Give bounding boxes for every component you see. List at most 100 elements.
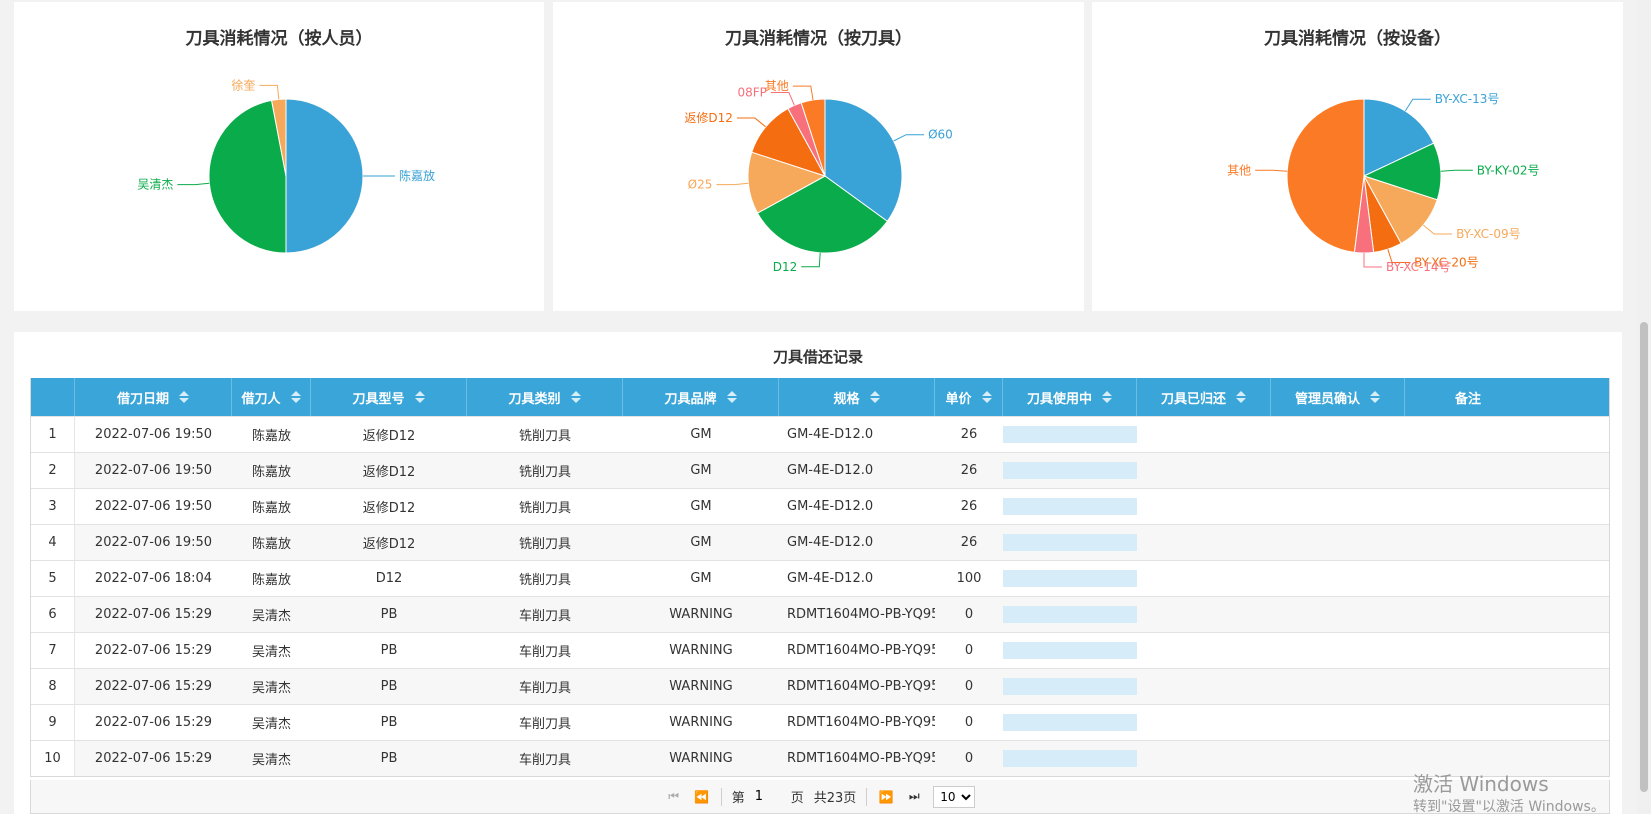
sort-icon[interactable] — [1370, 391, 1380, 403]
sort-icon[interactable] — [981, 391, 992, 403]
pie-label: D12 — [773, 260, 798, 274]
table-cell — [1137, 561, 1271, 596]
table-row[interactable]: 2 2022-07-06 19:50 陈嘉放 返修D12 铣削刀具 GM GM-4E-D12… — [31, 452, 1609, 488]
column-header[interactable]: 单价 — [935, 378, 1003, 416]
table-cell: WARNING — [669, 715, 733, 730]
column-header[interactable]: 借刀人 — [232, 378, 311, 416]
table-row[interactable]: 9 2022-07-06 15:29 吴清杰 PB 车削刀具 WARNING RDMT160… — [31, 704, 1609, 740]
table-cell — [1137, 741, 1271, 776]
first-page-icon[interactable]: ⏮ — [668, 789, 680, 803]
in-use-bar — [1003, 750, 1137, 767]
pie-label: 08FP — [737, 86, 766, 100]
windows-activation-watermark: 激活 Windows 转到"设置"以激活 Windows。 — [1413, 774, 1605, 814]
page-number-input[interactable] — [754, 786, 781, 807]
table-cell: WARNING — [669, 643, 733, 658]
table-cell: 返修D12 — [362, 501, 416, 516]
column-header[interactable]: 规格 — [779, 378, 935, 416]
page-size-select[interactable]: 102050 — [933, 785, 976, 808]
pie-slice[interactable] — [208, 99, 287, 254]
pie-label: Ø60 — [928, 128, 953, 142]
column-header[interactable]: 管理员确认 — [1271, 378, 1405, 416]
table-cell: 26 — [960, 463, 978, 478]
table-cell: 陈嘉放 — [251, 429, 291, 444]
table-cell — [1271, 741, 1405, 776]
table-cell — [1137, 633, 1271, 668]
table-row[interactable]: 6 2022-07-06 15:29 吴清杰 PB 车削刀具 WARNING RDMT160… — [31, 596, 1609, 632]
in-use-bar — [1003, 426, 1137, 443]
column-header[interactable]: 借刀日期 — [75, 378, 232, 416]
table-cell: RDMT1604MO-PB-YQ95( — [787, 643, 935, 658]
table-row[interactable]: 7 2022-07-06 15:29 吴清杰 PB 车削刀具 WARNING RDMT160… — [31, 632, 1609, 668]
sort-icon[interactable] — [179, 391, 189, 403]
sort-icon[interactable] — [1102, 391, 1112, 403]
table-cell — [1405, 633, 1531, 668]
column-header[interactable]: 刀具型号 — [311, 378, 467, 416]
in-use-cell — [1003, 597, 1137, 632]
scrollbar-thumb[interactable] — [1640, 322, 1648, 792]
borrow-records-grid: 借刀日期 借刀人 刀具型号 刀具类别 刀具品牌 规格 单价 刀具使用中 刀具已归还 管理员确认 备注… — [30, 378, 1610, 777]
table-cell: 铣削刀具 — [518, 501, 571, 516]
table-cell: RDMT1604MO-PB-YQ95( — [787, 751, 935, 766]
pager-separator — [866, 787, 868, 806]
sort-icon[interactable] — [1236, 391, 1246, 403]
grid-header: 借刀日期 借刀人 刀具型号 刀具类别 刀具品牌 规格 单价 刀具使用中 刀具已归还 管理员确认 备注 — [31, 378, 1609, 416]
prev-page-icon[interactable]: ⏪ — [694, 789, 710, 804]
pie-slice[interactable] — [1286, 98, 1365, 253]
pie-slice[interactable] — [270, 98, 287, 177]
column-header-label: 刀具类别 — [508, 391, 561, 407]
table-row[interactable]: 10 2022-07-06 15:29 吴清杰 PB 车削刀具 WARNING RDMT16… — [31, 740, 1609, 776]
sort-icon[interactable] — [414, 391, 425, 403]
table-cell — [1271, 525, 1405, 560]
pie-slice[interactable] — [1363, 98, 1435, 177]
pie-label: 返修D12 — [684, 110, 733, 125]
table-cell: 车削刀具 — [518, 609, 571, 624]
table-row[interactable]: 8 2022-07-06 15:29 吴清杰 PB 车削刀具 WARNING RDMT160… — [31, 668, 1609, 704]
sort-icon[interactable] — [869, 391, 880, 403]
last-page-icon[interactable]: ⏭ — [908, 789, 920, 803]
table-row[interactable]: 1 2022-07-06 19:50 陈嘉放 返修D12 铣削刀具 GM GM-4E-D12… — [31, 416, 1609, 452]
table-cell: GM — [690, 427, 712, 442]
pie-slice[interactable] — [747, 151, 827, 214]
sort-icon[interactable] — [726, 391, 737, 403]
table-row[interactable]: 4 2022-07-06 19:50 陈嘉放 返修D12 铣削刀具 GM GM-4E-D12… — [31, 524, 1609, 560]
column-header[interactable]: 刀具使用中 — [1003, 378, 1137, 416]
pie-slice[interactable] — [800, 98, 826, 177]
sort-icon[interactable] — [570, 391, 581, 403]
table-cell: WARNING — [669, 679, 733, 694]
table-cell — [1137, 705, 1271, 740]
pie-slice[interactable] — [285, 98, 364, 254]
table-cell — [1271, 489, 1405, 524]
table-cell: 0 — [964, 751, 974, 766]
page-scrollbar[interactable] — [1637, 0, 1651, 814]
watermark-line1: 激活 Windows — [1413, 772, 1549, 796]
column-header[interactable]: 刀具已归还 — [1137, 378, 1271, 416]
table-row[interactable]: 3 2022-07-06 19:50 陈嘉放 返修D12 铣削刀具 GM GM-4E-D12… — [31, 488, 1609, 524]
table-cell: 2022-07-06 18:04 — [94, 571, 213, 586]
row-number: 7 — [31, 633, 75, 668]
table-cell: RDMT1604MO-PB-YQ95( — [787, 679, 935, 694]
column-header[interactable]: 刀具类别 — [467, 378, 623, 416]
column-header[interactable]: 刀具品牌 — [623, 378, 779, 416]
table-cell: GM-4E-D12.0 — [787, 571, 874, 586]
table-cell — [1405, 597, 1531, 632]
pie-label-line — [792, 85, 814, 100]
table-cell: 返修D12 — [362, 429, 416, 444]
column-header-label: 刀具品牌 — [664, 391, 717, 407]
total-pages-label: 共23页 — [813, 791, 857, 806]
next-page-icon[interactable]: ⏩ — [878, 789, 894, 804]
pie-slice[interactable] — [824, 98, 903, 222]
table-cell: D12 — [375, 571, 403, 586]
table-cell: 车削刀具 — [518, 645, 571, 660]
chart-title: 刀具消耗情况（按刀具） — [725, 29, 912, 49]
in-use-cell — [1003, 561, 1137, 596]
table-cell: 陈嘉放 — [251, 501, 291, 516]
table-cell: GM — [690, 571, 712, 586]
table-cell — [1137, 453, 1271, 488]
table-cell: 铣削刀具 — [518, 573, 571, 588]
sort-icon[interactable] — [290, 391, 301, 403]
table-cell: 车削刀具 — [518, 753, 571, 768]
table-cell: GM — [690, 499, 712, 514]
table-row[interactable]: 5 2022-07-06 18:04 陈嘉放 D12 铣削刀具 GM GM-4E-D12.0… — [31, 560, 1609, 596]
page-prefix-label: 第 — [731, 791, 745, 806]
